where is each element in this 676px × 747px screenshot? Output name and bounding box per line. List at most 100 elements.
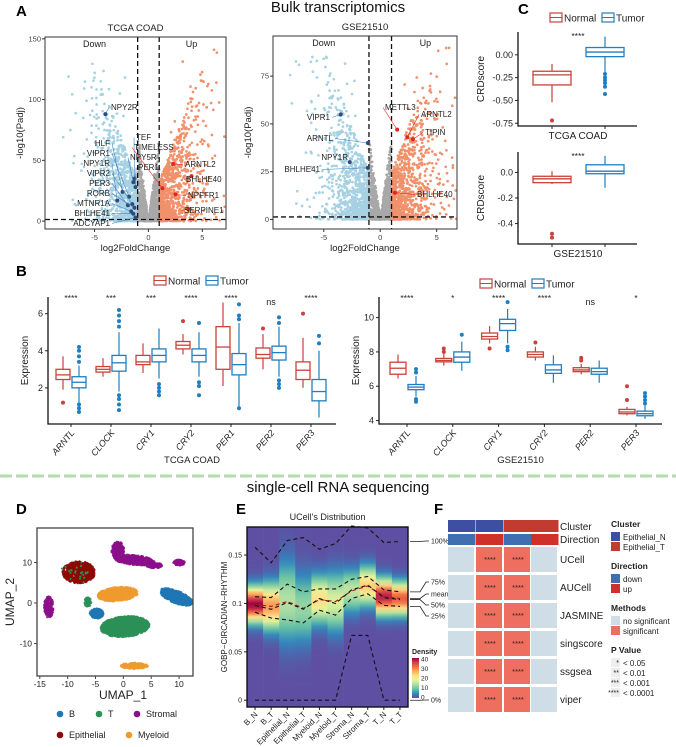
data-point <box>108 182 112 185</box>
data-point <box>122 167 126 171</box>
data-point <box>203 176 207 180</box>
data-point <box>172 206 175 209</box>
x-axis-title: log2FoldChange <box>101 243 171 254</box>
data-point <box>201 142 204 146</box>
data-point <box>101 92 104 96</box>
data-point <box>93 76 96 80</box>
data-point <box>191 90 195 94</box>
data-point <box>182 123 185 127</box>
data-point <box>90 109 94 113</box>
data-point <box>356 144 360 148</box>
data-point <box>121 170 125 174</box>
data-point <box>181 60 185 63</box>
data-point <box>97 116 101 119</box>
y-tick-label: 100 <box>28 95 41 104</box>
gene-point <box>160 186 165 191</box>
panel-label-a: A <box>16 3 27 20</box>
data-point <box>419 152 423 155</box>
data-point <box>172 153 176 156</box>
data-point <box>309 150 313 154</box>
data-point <box>180 169 184 172</box>
data-point <box>327 170 331 174</box>
data-point <box>115 172 118 175</box>
data-point <box>317 94 320 97</box>
data-point <box>185 127 188 131</box>
data-point <box>342 182 346 186</box>
data-point <box>426 182 430 186</box>
data-point <box>426 186 429 189</box>
data-point <box>416 156 420 160</box>
data-point <box>361 171 365 175</box>
data-point <box>444 165 448 169</box>
data-point <box>213 154 217 158</box>
data-point <box>169 171 173 175</box>
data-point <box>347 141 350 145</box>
data-point <box>178 136 182 140</box>
data-point <box>182 181 186 185</box>
data-point <box>166 173 170 177</box>
data-point <box>323 184 327 188</box>
data-point <box>172 188 176 192</box>
data-point <box>123 76 127 79</box>
data-point <box>337 89 340 92</box>
data-point <box>187 183 191 187</box>
data-point <box>444 46 448 50</box>
data-point <box>343 149 347 152</box>
data-point <box>115 112 119 115</box>
data-point <box>180 160 183 164</box>
data-point <box>371 184 375 188</box>
data-point <box>416 178 419 182</box>
x-tick-label: -5 <box>91 233 98 242</box>
data-point <box>162 212 166 216</box>
data-point <box>90 131 93 135</box>
data-point <box>189 100 193 104</box>
data-point <box>405 131 408 134</box>
data-point <box>96 145 100 149</box>
data-point <box>141 189 144 192</box>
data-point <box>171 158 175 161</box>
data-point <box>182 176 186 179</box>
data-point <box>121 144 125 148</box>
data-point <box>119 138 122 142</box>
data-point <box>120 160 124 164</box>
data-point <box>189 85 192 88</box>
data-point <box>365 184 369 188</box>
data-point <box>418 176 422 180</box>
data-point <box>412 113 416 117</box>
data-point <box>107 87 111 91</box>
data-point <box>201 119 205 123</box>
data-point <box>116 135 120 139</box>
data-point <box>187 116 190 120</box>
data-point <box>92 115 96 119</box>
data-point <box>116 132 120 135</box>
region-label-up: Up <box>186 39 198 49</box>
data-point <box>413 128 417 131</box>
data-point <box>116 129 120 133</box>
data-point <box>178 204 182 207</box>
data-point <box>397 190 401 194</box>
data-point <box>162 179 166 183</box>
data-point <box>182 197 186 201</box>
data-point <box>387 153 391 157</box>
data-point <box>71 198 75 202</box>
data-point <box>305 198 309 201</box>
data-point <box>330 102 334 106</box>
data-point <box>209 218 213 222</box>
data-point <box>434 162 438 165</box>
data-point <box>202 139 206 143</box>
data-point <box>416 99 420 103</box>
data-point <box>112 128 116 132</box>
data-point <box>160 206 163 210</box>
data-point <box>435 75 439 78</box>
data-point <box>429 72 433 75</box>
data-point <box>348 147 352 151</box>
data-point <box>326 167 330 171</box>
data-point <box>95 96 98 100</box>
data-point <box>347 136 351 140</box>
data-point <box>346 114 350 118</box>
data-point <box>234 185 237 188</box>
data-point <box>140 179 144 182</box>
data-point <box>115 147 119 151</box>
data-point <box>365 172 368 176</box>
data-point <box>192 157 196 161</box>
